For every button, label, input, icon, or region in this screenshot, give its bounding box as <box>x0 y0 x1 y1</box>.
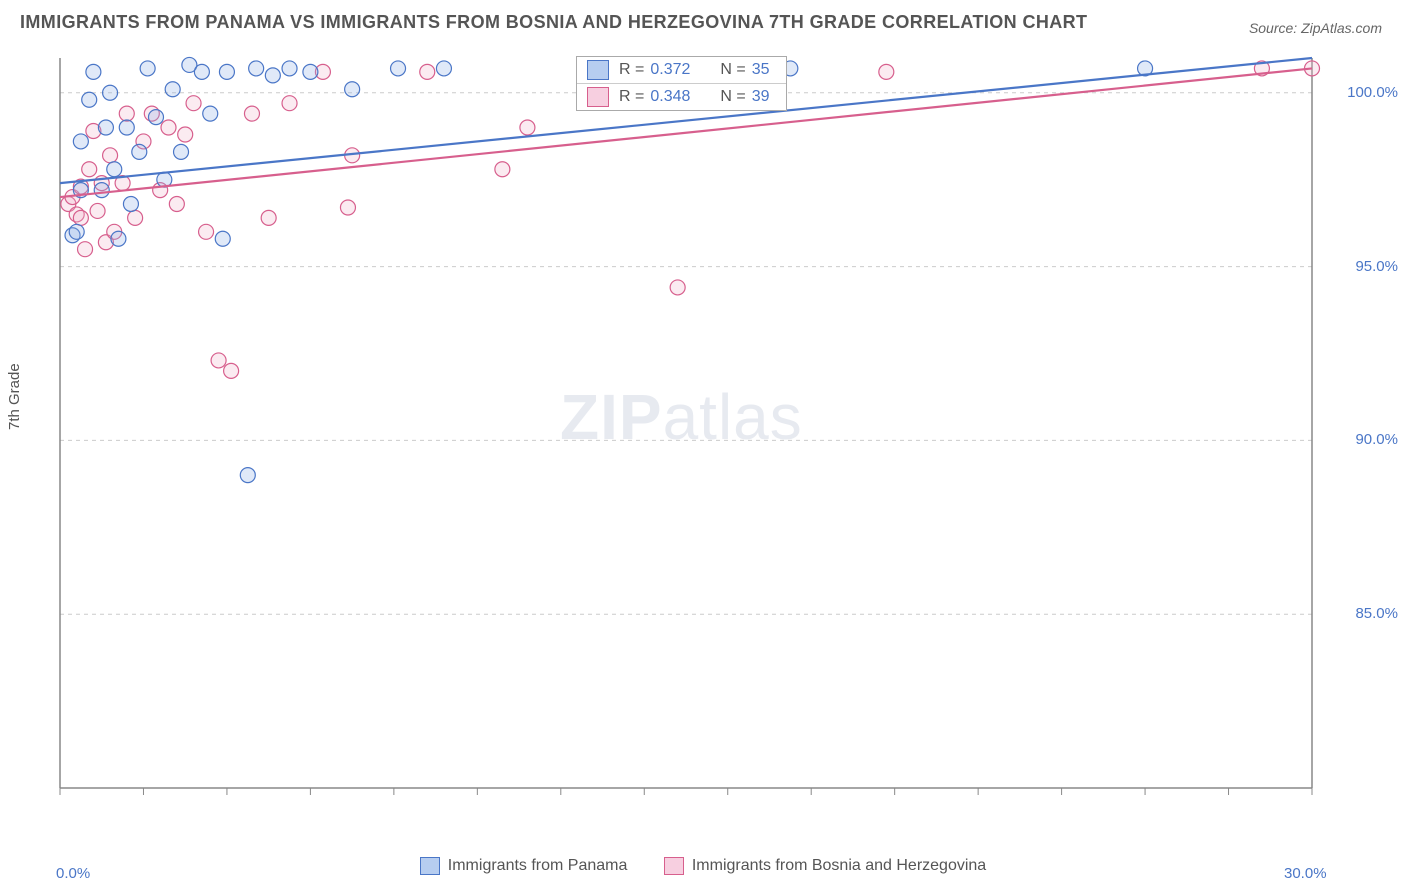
y-tick-label: 85.0% <box>1355 605 1398 622</box>
legend-item-bosnia: Immigrants from Bosnia and Herzegovina <box>664 857 986 875</box>
bottom-legend: Immigrants from Panama Immigrants from B… <box>0 857 1406 880</box>
swatch-panama <box>420 857 440 875</box>
r-value-bosnia: 0.348 <box>650 88 700 106</box>
source-label: Source: ZipAtlas.com <box>1249 20 1382 36</box>
swatch-panama <box>587 60 609 80</box>
legend-item-panama: Immigrants from Panama <box>420 857 628 875</box>
n-value-bosnia: 39 <box>752 88 776 106</box>
scatter-plot <box>52 48 1382 818</box>
n-value-panama: 35 <box>752 61 776 79</box>
swatch-bosnia <box>664 857 684 875</box>
chart-container: IMMIGRANTS FROM PANAMA VS IMMIGRANTS FRO… <box>0 0 1406 892</box>
y-tick-label: 90.0% <box>1355 431 1398 448</box>
stats-row-panama: R = 0.372 N = 35 <box>577 57 786 84</box>
r-value-panama: 0.372 <box>650 61 700 79</box>
y-tick-label: 95.0% <box>1355 258 1398 275</box>
n-label: N = <box>720 88 745 106</box>
legend-label-panama: Immigrants from Panama <box>448 857 628 875</box>
legend-label-bosnia: Immigrants from Bosnia and Herzegovina <box>692 857 986 875</box>
swatch-bosnia <box>587 87 609 107</box>
y-axis-label: 7th Grade <box>6 363 23 430</box>
stats-row-bosnia: R = 0.348 N = 39 <box>577 84 786 110</box>
n-label: N = <box>720 61 745 79</box>
y-tick-label: 100.0% <box>1347 84 1398 101</box>
r-label: R = <box>619 61 644 79</box>
chart-title: IMMIGRANTS FROM PANAMA VS IMMIGRANTS FRO… <box>20 12 1087 33</box>
r-label: R = <box>619 88 644 106</box>
stats-legend: R = 0.372 N = 35 R = 0.348 N = 39 <box>576 56 787 111</box>
